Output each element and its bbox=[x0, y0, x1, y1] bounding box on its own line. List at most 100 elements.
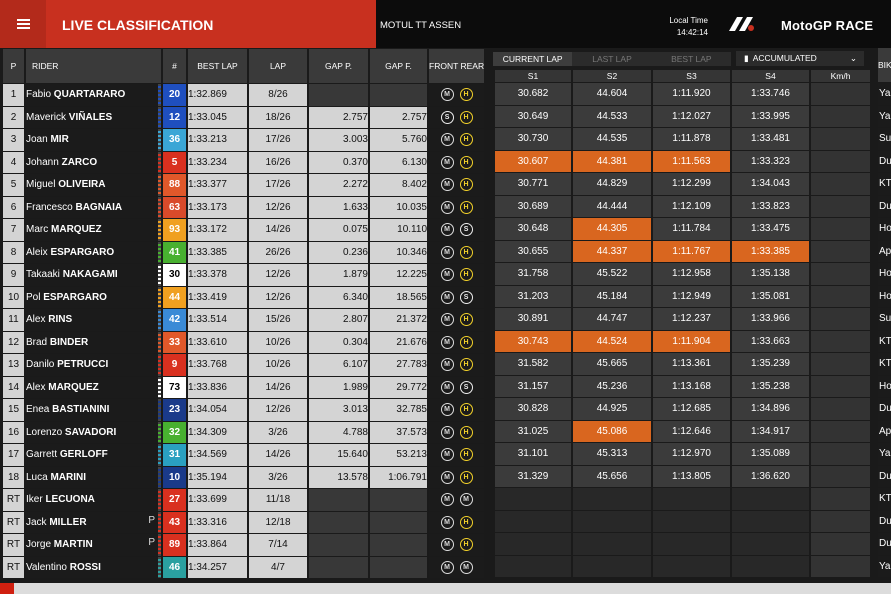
team-stripe bbox=[158, 331, 161, 353]
lap-count: 12/18 bbox=[249, 511, 307, 533]
rider-last-name: ZARCO bbox=[61, 156, 98, 168]
gap-previous: 0.075 bbox=[309, 219, 368, 241]
rider-first-name: Iker bbox=[26, 494, 43, 506]
tab-current-lap[interactable]: CURRENT LAP bbox=[493, 52, 573, 66]
table-row[interactable]: RT Jack MILLER P 43 1:33.316 12/18 M H bbox=[3, 511, 485, 533]
table-row[interactable]: 9 Takaaki NAKAGAMI 30 1:33.378 12/26 1.879 12.… bbox=[3, 264, 485, 286]
sector-s1: 31.582 bbox=[495, 353, 571, 375]
lap-count: 7/14 bbox=[249, 534, 307, 556]
position: RT bbox=[3, 511, 24, 533]
lap-count: 10/26 bbox=[249, 331, 307, 353]
tab-best-lap[interactable]: BEST LAP bbox=[671, 54, 712, 64]
col-tyres: FRONT REAR bbox=[429, 49, 485, 83]
table-row[interactable]: 13 Danilo PETRUCCI 9 1:33.768 10/26 6.107 27.7… bbox=[3, 354, 485, 376]
best-lap: 1:33.213 bbox=[188, 129, 247, 151]
rider-name: Takaaki NAKAGAMI bbox=[26, 264, 161, 286]
rider-name: Fabio QUARTARARO bbox=[26, 84, 161, 106]
sector-s3 bbox=[653, 555, 730, 577]
sector-s3: 1:12.237 bbox=[653, 308, 730, 330]
speed bbox=[811, 375, 870, 397]
position: 10 bbox=[3, 286, 24, 308]
sector-row: 31.025 45.086 1:12.646 1:34.917 bbox=[495, 420, 870, 442]
table-row[interactable]: 15 Enea BASTIANINI 23 1:34.054 12/26 3.013 32.… bbox=[3, 399, 485, 421]
tab-last-lap[interactable]: LAST LAP bbox=[592, 54, 632, 64]
local-time-value: 14:42:14 bbox=[676, 28, 708, 37]
gap-previous bbox=[309, 556, 368, 578]
rider-first-name: Aleix bbox=[26, 246, 48, 258]
position: 16 bbox=[3, 421, 24, 443]
rear-tyre-icon: H bbox=[459, 178, 473, 192]
gap-previous: 4.788 bbox=[309, 421, 368, 443]
event-name: MOTUL TT ASSEN bbox=[380, 20, 462, 31]
table-row[interactable]: RT Iker LECUONA 27 1:33.699 11/18 M M bbox=[3, 489, 485, 511]
rider-number: 20 bbox=[163, 84, 186, 106]
bike-cell: KTM bbox=[878, 488, 891, 510]
sector-s1 bbox=[495, 510, 571, 532]
rear-tyre-icon: S bbox=[459, 380, 473, 394]
lap-count: 15/26 bbox=[249, 309, 307, 331]
speed bbox=[811, 105, 870, 127]
rider-name: Enea BASTIANINI bbox=[26, 399, 161, 421]
sectors-table: S1 S2 S3 S4 Km/h 30.682 44.604 1:11.920 1:3… bbox=[493, 69, 872, 578]
sector-s1: 30.771 bbox=[495, 173, 571, 195]
gap-first: 1:06.791 bbox=[370, 466, 427, 488]
best-lap: 1:33.045 bbox=[188, 106, 247, 128]
rider-name: Danilo PETRUCCI bbox=[26, 354, 161, 376]
front-tyre-icon: M bbox=[440, 200, 454, 214]
sector-s4: 1:33.663 bbox=[732, 330, 809, 352]
best-lap: 1:33.173 bbox=[188, 196, 247, 218]
table-row[interactable]: 6 Francesco BAGNAIA 63 1:33.173 12/26 1.633 10… bbox=[3, 196, 485, 218]
sector-row: 31.101 45.313 1:12.970 1:35.089 bbox=[495, 443, 870, 465]
rider-last-name: MARQUEZ bbox=[48, 381, 99, 393]
best-lap: 1:33.172 bbox=[188, 219, 247, 241]
table-row[interactable]: RT Valentino ROSSI 46 1:34.257 4/7 M M bbox=[3, 556, 485, 578]
position: 4 bbox=[3, 151, 24, 173]
table-row[interactable]: 4 Johann ZARCO 5 1:33.234 16/26 0.370 6.130 M H bbox=[3, 151, 485, 173]
lap-count: 16/26 bbox=[249, 151, 307, 173]
table-row[interactable]: RT Jorge MARTIN P 89 1:33.864 7/14 M H bbox=[3, 534, 485, 556]
team-stripe bbox=[158, 241, 161, 263]
bike-cell: Suzuki bbox=[878, 308, 891, 330]
sector-s2: 44.305 bbox=[573, 218, 651, 240]
table-row[interactable]: 11 Alex RINS 42 1:33.514 15/26 2.807 21.372 M H bbox=[3, 309, 485, 331]
table-row[interactable]: 5 Miguel OLIVEIRA 88 1:33.377 17/26 2.272 8.40… bbox=[3, 174, 485, 196]
rider-last-name: NAKAGAMI bbox=[62, 269, 118, 281]
gap-first bbox=[370, 556, 427, 578]
col-s1: S1 bbox=[495, 70, 571, 82]
gap-previous: 0.370 bbox=[309, 151, 368, 173]
table-row[interactable]: 8 Aleix ESPARGARO 41 1:33.385 26/26 0.236 10.3… bbox=[3, 241, 485, 263]
sector-s2: 44.604 bbox=[573, 83, 651, 105]
rider-number: 5 bbox=[163, 151, 186, 173]
rider-last-name: BAGNAIA bbox=[75, 201, 123, 213]
sector-s4: 1:35.089 bbox=[732, 443, 809, 465]
rear-tyre-icon: H bbox=[459, 335, 473, 349]
bike-cell: Honda bbox=[878, 285, 891, 307]
table-row[interactable]: 1 Fabio QUARTARARO 20 1:32.869 8/26 M H bbox=[3, 84, 485, 106]
table-row[interactable]: 3 Joan MIR 36 1:33.213 17/26 3.003 5.760 M H bbox=[3, 129, 485, 151]
gap-previous: 2.807 bbox=[309, 309, 368, 331]
sector-s2 bbox=[573, 510, 651, 532]
lap-count: 3/26 bbox=[249, 466, 307, 488]
sector-s4: 1:35.239 bbox=[732, 353, 809, 375]
rider-number: 42 bbox=[163, 309, 186, 331]
table-row[interactable]: 10 Pol ESPARGARO 44 1:33.419 12/26 6.340 18.56… bbox=[3, 286, 485, 308]
rider-number: 27 bbox=[163, 489, 186, 511]
table-row[interactable]: 14 Alex MARQUEZ 73 1:33.836 14/26 1.989 29.772… bbox=[3, 376, 485, 398]
rider-first-name: Takaaki bbox=[26, 269, 60, 281]
rider-first-name: Francesco bbox=[26, 201, 73, 213]
rear-tyre-icon: H bbox=[459, 110, 473, 124]
table-row[interactable]: 18 Luca MARINI 10 1:35.194 3/26 13.578 1:06.79… bbox=[3, 466, 485, 488]
table-row[interactable]: 17 Garrett GERLOFF 31 1:34.569 14/26 15.640 53… bbox=[3, 444, 485, 466]
rider-name: Brad BINDER bbox=[26, 331, 161, 353]
table-row[interactable]: 7 Marc MARQUEZ 93 1:33.172 14/26 0.075 10.110 M… bbox=[3, 219, 485, 241]
table-row[interactable]: 12 Brad BINDER 33 1:33.610 10/26 0.304 21.676 M… bbox=[3, 331, 485, 353]
position: 6 bbox=[3, 196, 24, 218]
rear-tyre-icon: M bbox=[459, 560, 473, 574]
sector-s2: 44.925 bbox=[573, 398, 651, 420]
table-row[interactable]: 2 Maverick VIÑALES 12 1:33.045 18/26 2.757 2.7… bbox=[3, 106, 485, 128]
hamburger-menu-icon[interactable] bbox=[0, 0, 46, 48]
accumulated-dropdown[interactable]: ▮ ACCUMULATED ⌄ bbox=[736, 51, 864, 66]
table-row[interactable]: 16 Lorenzo SAVADORI 32 1:34.309 3/26 4.788 37.… bbox=[3, 421, 485, 443]
